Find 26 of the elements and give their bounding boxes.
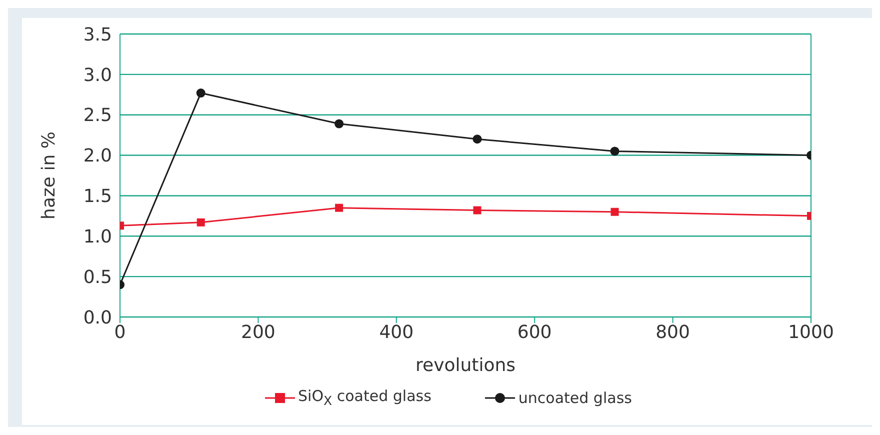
point <box>610 146 620 156</box>
legend-label: SiO$_{X}$ coated glass <box>298 387 432 408</box>
x-tick-label: 1000 <box>788 322 834 343</box>
point <box>196 88 206 98</box>
point <box>472 134 482 144</box>
point <box>473 206 482 214</box>
y-tick-label: 2.5 <box>83 105 112 126</box>
x-tick-label: 0 <box>114 322 126 343</box>
y-axis-title: haze in % <box>38 132 60 220</box>
x-axis-title: revolutions <box>415 355 516 376</box>
x-tick-label: 200 <box>241 322 276 343</box>
point <box>334 119 344 128</box>
x-tick-label: 800 <box>656 322 690 343</box>
x-tick-label: 600 <box>517 322 552 343</box>
x-tick-label: 400 <box>379 322 414 343</box>
legend-label: uncoated glass <box>518 388 632 406</box>
y-tick-label: 3.5 <box>83 24 112 46</box>
point <box>610 208 619 216</box>
y-tick-label: 0.0 <box>83 307 112 328</box>
y-tick-label: 1.0 <box>83 226 112 248</box>
y-tick-label: 0.5 <box>83 266 112 288</box>
y-tick-label: 2.0 <box>83 146 112 167</box>
y-tick-label: 3.0 <box>83 64 112 86</box>
point <box>335 204 344 212</box>
y-tick-label: 1.5 <box>83 186 112 208</box>
point <box>196 218 205 226</box>
